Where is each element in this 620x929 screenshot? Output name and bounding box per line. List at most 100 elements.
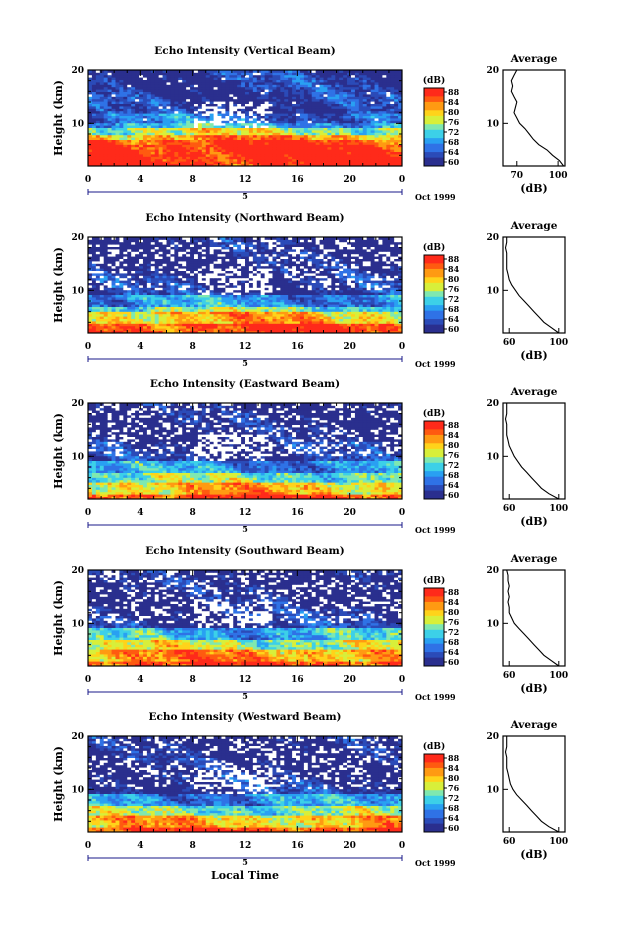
heatmap-cell [159, 82, 163, 85]
heatmap-cell [96, 290, 100, 293]
heatmap-cell [174, 142, 178, 145]
heatmap-cell [123, 147, 127, 150]
heatmap-cell [92, 299, 96, 302]
heatmap-cell [139, 309, 143, 312]
heatmap-cell [331, 118, 335, 121]
heatmap-cell [135, 82, 139, 85]
heatmap-cell [151, 156, 155, 159]
heatmap-cell [147, 128, 151, 131]
heatmap-cell [308, 101, 312, 104]
heatmap-cell [119, 159, 123, 162]
heatmap-cell [304, 92, 308, 95]
heatmap-cell [378, 94, 382, 97]
heatmap-cell [261, 99, 265, 102]
heatmap-cell [249, 154, 253, 157]
heatmap-cell [324, 118, 328, 121]
heatmap-cell [375, 77, 379, 80]
heatmap-cell [119, 154, 123, 157]
colorbar-tick-label: 72 [448, 127, 459, 137]
heatmap-cell [284, 311, 288, 314]
heatmap-cell [300, 149, 304, 152]
heatmap-cell [280, 316, 284, 319]
heatmap-cell [272, 292, 276, 295]
heatmap-cell [378, 75, 382, 78]
heatmap-cell [367, 159, 371, 162]
heatmap-cell [139, 323, 143, 326]
heatmap-cell [147, 152, 151, 155]
heatmap-cell [359, 111, 363, 114]
heatmap-cell [167, 283, 171, 286]
heatmap-cell [280, 82, 284, 85]
heatmap-cell [96, 159, 100, 162]
heatmap-cell [280, 87, 284, 90]
heatmap-cell [265, 116, 269, 119]
heatmap-cell [115, 283, 119, 286]
heatmap-cell [269, 292, 273, 295]
heatmap-cell [108, 125, 112, 128]
heatmap-cell [327, 137, 331, 140]
heatmap-cell [139, 292, 143, 295]
heatmap-cell [174, 116, 178, 119]
heatmap-cell [327, 295, 331, 298]
heatmap-cell [210, 154, 214, 157]
heatmap-cell [167, 108, 171, 111]
heatmap-cell [214, 111, 218, 114]
heatmap-cell [312, 82, 316, 85]
heatmap-cell [135, 96, 139, 99]
heatmap-cell [390, 295, 394, 298]
heatmap-cell [363, 307, 367, 310]
heatmap-cell [127, 142, 131, 145]
heatmap-cell [233, 101, 237, 104]
heatmap-cell [300, 130, 304, 133]
heatmap-cell [386, 321, 390, 324]
heatmap-cell [371, 321, 375, 324]
heatmap-cell [269, 99, 273, 102]
heatmap-cell [194, 96, 198, 99]
heatmap-cell [139, 94, 143, 97]
heatmap-cell [339, 125, 343, 128]
heatmap-cell [288, 147, 292, 150]
heatmap-cell [320, 132, 324, 135]
heatmap-cell [221, 321, 225, 324]
heatmap-cell [347, 316, 351, 319]
heatmap-cell [147, 326, 151, 329]
heatmap-cell [378, 128, 382, 131]
heatmap-cell [359, 92, 363, 95]
heatmap-cell [100, 72, 104, 75]
heatmap-cell [320, 99, 324, 102]
heatmap-cell [88, 292, 92, 295]
heatmap-cell [347, 147, 351, 150]
heatmap-cell [229, 147, 233, 150]
heatmap-cell [261, 326, 265, 329]
heatmap-cell [198, 106, 202, 109]
heatmap-cell [343, 323, 347, 326]
heatmap-cell [378, 113, 382, 116]
heatmap-cell [390, 135, 394, 138]
heatmap-cell [92, 96, 96, 99]
heatmap-cell [178, 285, 182, 288]
heatmap-cell [359, 87, 363, 90]
heatmap-cell [347, 307, 351, 310]
heatmap-cell [143, 302, 147, 305]
heatmap-cell [170, 104, 174, 107]
heatmap-cell [245, 118, 249, 121]
heatmap-cell [190, 304, 194, 307]
heatmap-cell [327, 156, 331, 159]
heatmap-cell [202, 87, 206, 90]
heatmap-cell [190, 292, 194, 295]
heatmap-cell [257, 156, 261, 159]
heatmap-cell [331, 316, 335, 319]
heatmap-cell [355, 149, 359, 152]
heatmap-cell [300, 144, 304, 147]
heatmap-cell [221, 299, 225, 302]
heatmap-cell [100, 299, 104, 302]
heatmap-cell [331, 108, 335, 111]
heatmap-cell [335, 120, 339, 123]
heatmap-cell [284, 89, 288, 92]
heatmap-cell [296, 309, 300, 312]
heatmap-cell [92, 154, 96, 157]
heatmap-cell [112, 128, 116, 131]
heatmap-cell [202, 116, 206, 119]
heatmap-cell [316, 84, 320, 87]
heatmap-cell [112, 295, 116, 298]
